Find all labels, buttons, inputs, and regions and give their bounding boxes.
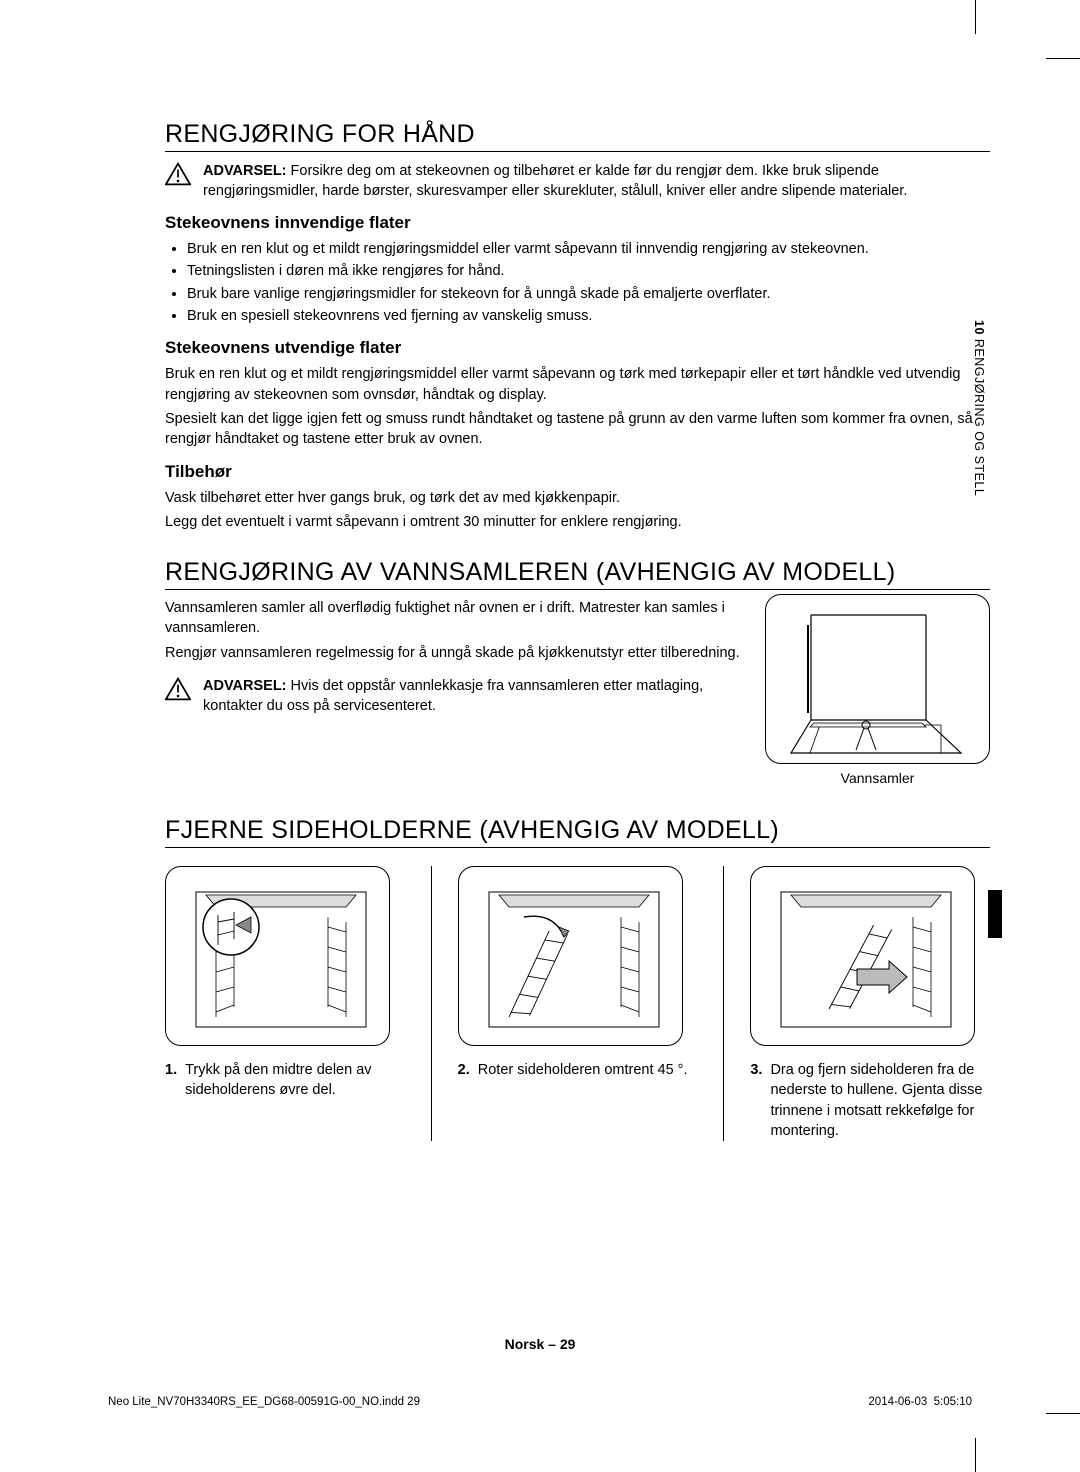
right-illustration: Vannsamler (765, 594, 990, 786)
warning-text: ADVARSEL: Forsikre deg om at stekeovnen … (203, 162, 990, 201)
body-text: Bruk en ren klut og et mildt rengjørings… (165, 364, 990, 405)
list-item: Bruk bare vanlige rengjøringsmidler for … (187, 284, 990, 304)
two-column-layout: Vannsamleren samler all overflødig fukti… (165, 594, 990, 786)
warning-block: ADVARSEL: Forsikre deg om at stekeovnen … (165, 162, 990, 201)
crop-mark (1046, 58, 1080, 59)
heading-text-bold: FJERNE SIDEHOLDERNE (165, 816, 479, 844)
subheading-accessories: Tilbehør (165, 462, 990, 482)
warning-label: ADVARSEL: (203, 163, 287, 179)
section-heading-water-collector: RENGJØRING AV VANNSAMLEREN (AVHENGIG AV … (165, 558, 990, 590)
chapter-label: RENGJØRING OG STELL (972, 335, 986, 496)
list-item: Bruk en ren klut og et mildt rengjørings… (187, 239, 990, 259)
steps-row: 1. Trykk på den midtre delen av sidehold… (165, 866, 990, 1141)
chapter-number: 10 (972, 320, 986, 335)
footer-page-number: 29 (560, 1336, 576, 1352)
figure-step-1 (165, 866, 390, 1046)
heading-text-thin: (AVHENGIG AV MODELL) (596, 558, 896, 586)
heading-text-thin: (AVHENGIG AV MODELL) (479, 816, 779, 844)
step-body: Trykk på den midtre delen av sideholdere… (185, 1060, 405, 1101)
bullet-list-interior: Bruk en ren klut og et mildt rengjørings… (165, 239, 990, 326)
step-caption: 2. Roter sideholderen omtrent 45 °. (458, 1060, 698, 1080)
step-body: Roter sideholderen omtrent 45 °. (478, 1060, 688, 1080)
step-3: 3. Dra og fjern sideholderen fra de nede… (750, 866, 990, 1141)
list-item: Tetningslisten i døren må ikke rengjøres… (187, 261, 990, 281)
body-text: Vask tilbehøret etter hver gangs bruk, o… (165, 488, 990, 508)
side-chapter-tab: 10 RENGJØRING OG STELL (972, 320, 990, 499)
figure-caption: Vannsamler (765, 770, 990, 786)
warning-icon (165, 162, 191, 201)
warning-body: Forsikre deg om at stekeovnen og tilbehø… (203, 163, 907, 199)
crop-mark (975, 1438, 976, 1472)
print-footer-timestamp: 2014-06-03 ‎ 5:05:10 (868, 1396, 972, 1408)
body-text: Vannsamleren samler all overflødig fukti… (165, 598, 745, 639)
step-number: 1. (165, 1060, 177, 1101)
step-caption: 3. Dra og fjern sideholderen fra de nede… (750, 1060, 990, 1141)
section-heading-cleaning-hand: RENGJØRING FOR HÅND (165, 120, 990, 152)
body-text: Legg det eventuelt i varmt såpevann i om… (165, 512, 990, 532)
figure-water-collector (765, 594, 990, 764)
thumb-index-tab (988, 890, 1002, 938)
figure-step-3 (750, 866, 975, 1046)
step-1: 1. Trykk på den midtre delen av sidehold… (165, 866, 432, 1141)
print-footer-file: Neo Lite_NV70H3340RS_EE_DG68-00591G-00_N… (108, 1396, 420, 1408)
subheading-exterior: Stekeovnens utvendige flater (165, 338, 990, 358)
step-number: 2. (458, 1060, 470, 1080)
list-item: Bruk en spesiell stekeovnrens ved fjerni… (187, 306, 990, 326)
left-column: Vannsamleren samler all overflødig fukti… (165, 594, 745, 728)
heading-text: RENGJØRING FOR HÅND (165, 120, 475, 148)
warning-block: ADVARSEL: Hvis det oppstår vannlekkasje … (165, 677, 745, 716)
footer-lang: Norsk – (505, 1336, 560, 1352)
step-number: 3. (750, 1060, 762, 1141)
step-body: Dra og fjern sideholderen fra de nederst… (770, 1060, 990, 1141)
crop-mark (975, 0, 976, 34)
page-footer: Norsk – 29 (0, 1336, 1080, 1352)
section-heading-side-guides: FJERNE SIDEHOLDERNE (AVHENGIG AV MODELL) (165, 816, 990, 848)
subheading-interior: Stekeovnens innvendige flater (165, 213, 990, 233)
warning-label: ADVARSEL: (203, 678, 287, 694)
warning-icon (165, 677, 191, 716)
heading-text-bold: RENGJØRING AV VANNSAMLEREN (165, 558, 596, 586)
body-text: Rengjør vannsamleren regelmessig for å u… (165, 643, 745, 663)
step-caption: 1. Trykk på den midtre delen av sidehold… (165, 1060, 405, 1101)
body-text: Spesielt kan det ligge igjen fett og smu… (165, 409, 990, 450)
crop-mark (1046, 1413, 1080, 1414)
figure-step-2 (458, 866, 683, 1046)
manual-page: 10 RENGJØRING OG STELL RENGJØRING FOR HÅ… (0, 0, 1080, 1472)
step-2: 2. Roter sideholderen omtrent 45 °. (458, 866, 725, 1141)
warning-text: ADVARSEL: Hvis det oppstår vannlekkasje … (203, 677, 745, 716)
